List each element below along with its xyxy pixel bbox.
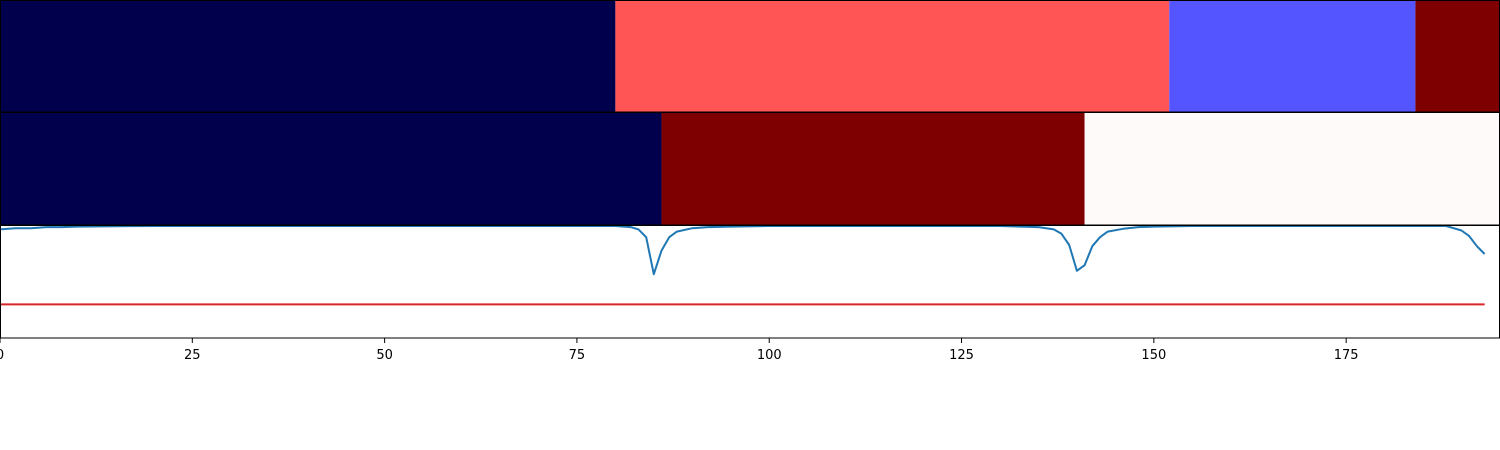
segment-row-1-bar-3	[1169, 0, 1416, 112]
segment-row-2-bar-3	[1084, 113, 1500, 225]
x-tick-label-0: 0	[0, 348, 4, 363]
segment-row-2	[0, 113, 1500, 225]
x-tick-label-100: 100	[757, 348, 782, 363]
segment-row-2-bar-2	[661, 113, 1085, 225]
x-tick-label-75: 75	[569, 348, 586, 363]
segment-row-1-bar-1	[0, 0, 616, 112]
x-tick-label-50: 50	[376, 348, 393, 363]
segment-row-2-bar-1	[0, 113, 662, 225]
x-tick-label-25: 25	[184, 348, 201, 363]
x-tick-label-150: 150	[1141, 348, 1166, 363]
segment-row-1	[0, 0, 1500, 112]
segment-row-1-bar-2	[615, 0, 1170, 112]
x-tick-label-175: 175	[1334, 348, 1359, 363]
x-axis: 0 25 50 75 100 125 150 175	[0, 338, 1359, 363]
x-tick-label-125: 125	[949, 348, 974, 363]
line-panel	[0, 225, 1500, 338]
segment-row-1-bar-4	[1415, 0, 1500, 112]
line-panel-background	[0, 226, 1500, 338]
